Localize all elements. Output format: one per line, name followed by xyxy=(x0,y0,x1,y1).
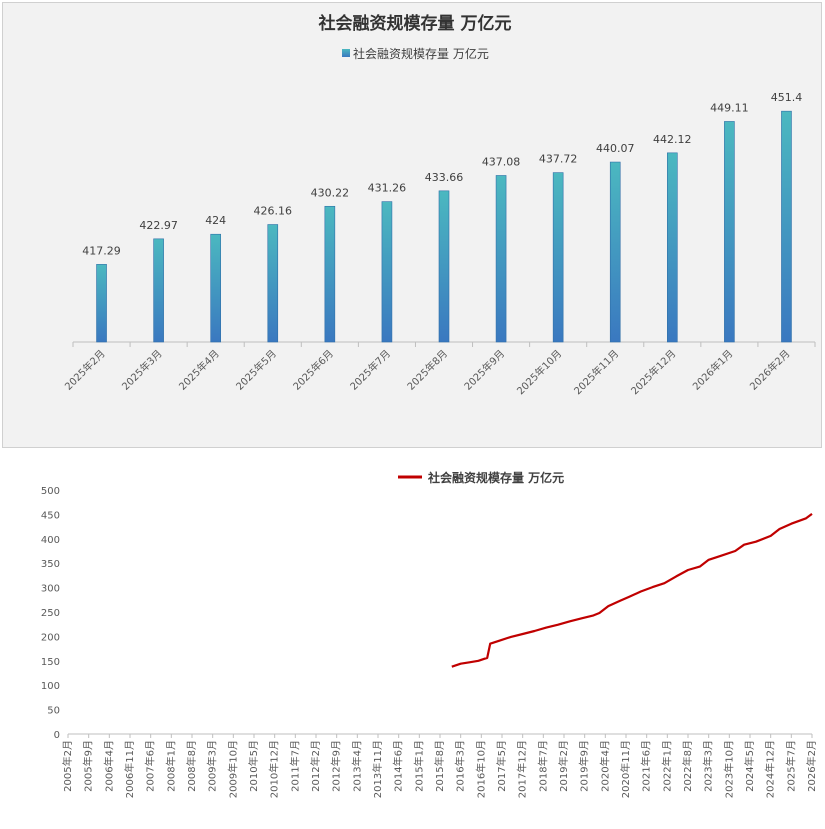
line-x-tick-label: 2012年2月 xyxy=(309,740,322,792)
line-x-tick-label: 2017年12月 xyxy=(516,740,529,798)
bar-category-label: 2025年12月 xyxy=(628,347,678,397)
line-x-tick-label: 2008年1月 xyxy=(164,740,177,792)
line-series-stock xyxy=(451,513,813,668)
line-x-tick-label: 2005年9月 xyxy=(82,740,95,792)
line-x-tick-label: 2023年10月 xyxy=(722,740,735,798)
bar-category-label: 2025年3月 xyxy=(119,347,165,393)
bar-category-label: 2026年2月 xyxy=(747,347,793,393)
line-y-tick-label: 500 xyxy=(41,486,60,497)
bar-value-label: 451.4 xyxy=(771,91,803,104)
line-x-tick-label: 2014年6月 xyxy=(392,740,405,792)
line-x-tick-label: 2016年10月 xyxy=(474,740,487,798)
bar-value-label: 417.29 xyxy=(82,244,121,257)
line-x-tick-label: 2006年4月 xyxy=(102,740,115,792)
bar-value-label: 437.08 xyxy=(482,155,521,168)
line-x-tick-label: 2020年11月 xyxy=(619,740,632,798)
bar-category-label: 2025年8月 xyxy=(404,347,450,393)
line-x-tick-label: 2016年3月 xyxy=(454,740,467,792)
line-x-tick-label: 2021年6月 xyxy=(640,740,653,792)
bar-value-label: 422.97 xyxy=(139,219,178,232)
line-x-tick-label: 2008年8月 xyxy=(185,740,198,792)
line-chart: 社会融资规模存量 万亿元 0 50 100 150 200 250 300 350 400 450… xyxy=(41,470,818,798)
bar-value-label: 433.66 xyxy=(425,171,464,184)
bar-value-label: 442.12 xyxy=(653,133,692,146)
bar-1 xyxy=(96,264,107,343)
line-x-tick-label: 2024年5月 xyxy=(743,740,756,792)
line-x-tick-label: 2022年8月 xyxy=(681,740,694,792)
line-x-tick-label: 2019年9月 xyxy=(578,740,591,792)
bar-13 xyxy=(781,110,792,343)
bar-chart-panel: 社会融资规模存量 万亿元 社会融资规模存量 万亿元 417.29 2025年2月 4… xyxy=(2,2,822,448)
bar-8 xyxy=(495,175,507,343)
line-x-tick-label: 2019年2月 xyxy=(557,740,570,792)
line-x-tick-label: 2017年5月 xyxy=(495,740,508,792)
bar-category-label: 2025年11月 xyxy=(571,347,621,397)
bar-category-label: 2025年6月 xyxy=(290,347,336,393)
line-x-tick-label: 2023年3月 xyxy=(702,740,715,792)
bar-value-label: 449.11 xyxy=(710,101,749,114)
line-x-tick-label: 2007年6月 xyxy=(144,740,157,792)
bar-legend-label: 社会融资规模存量 万亿元 xyxy=(353,46,489,61)
bar-category-label: 2025年5月 xyxy=(233,347,279,393)
line-y-tick-label: 50 xyxy=(47,706,60,717)
line-y-tick-label: 150 xyxy=(41,657,60,668)
line-chart-panel: 社会融资规模存量 万亿元 0 50 100 150 200 250 300 350 400 450… xyxy=(0,452,825,829)
bar-category-label: 2025年2月 xyxy=(62,347,108,393)
line-y-tick-label: 450 xyxy=(41,510,60,521)
bar-chart: 社会融资规模存量 万亿元 社会融资规模存量 万亿元 417.29 2025年2月 4… xyxy=(62,13,816,397)
line-x-tick-label: 2009年3月 xyxy=(206,740,219,792)
bar-10 xyxy=(609,161,621,343)
bar-chart-title: 社会融资规模存量 万亿元 xyxy=(318,13,512,34)
line-y-tick-label: 100 xyxy=(41,681,60,692)
line-x-tick-label: 2013年4月 xyxy=(350,740,363,792)
line-x-tick-label: 2015年8月 xyxy=(433,740,446,792)
bar-value-label: 431.26 xyxy=(368,182,407,195)
bar-value-label: 424 xyxy=(205,214,226,227)
line-legend-label: 社会融资规模存量 万亿元 xyxy=(427,470,564,485)
bar-value-label: 440.07 xyxy=(596,142,635,155)
line-y-tick-label: 250 xyxy=(41,608,60,619)
bar-value-label: 437.72 xyxy=(539,153,578,166)
bar-3 xyxy=(210,233,221,343)
bar-category-label: 2025年10月 xyxy=(514,347,564,397)
line-x-tick-label: 2005年2月 xyxy=(61,740,74,792)
line-x-tick-label: 2010年5月 xyxy=(247,740,260,792)
bar-category-label: 2026年1月 xyxy=(690,347,736,393)
bar-4 xyxy=(267,224,279,343)
line-x-tick-label: 2013年11月 xyxy=(371,740,384,798)
line-x-tick-label: 2020年4月 xyxy=(598,740,611,792)
bar-2 xyxy=(153,238,164,343)
line-x-tick-label: 2015年1月 xyxy=(412,740,425,792)
line-y-tick-label: 300 xyxy=(41,584,60,595)
bar-category-label: 2025年9月 xyxy=(461,347,507,393)
bar-9 xyxy=(552,172,564,343)
line-x-tick-label: 2022年1月 xyxy=(660,740,673,792)
line-x-tick-label: 2026年2月 xyxy=(805,740,818,792)
line-x-tick-label: 2011年7月 xyxy=(288,740,301,792)
bar-legend-swatch xyxy=(342,49,350,57)
line-y-tick-label: 350 xyxy=(41,559,60,570)
bar-category-label: 2025年4月 xyxy=(176,347,222,393)
line-y-tick-label: 0 xyxy=(54,730,60,741)
bar-5 xyxy=(324,205,336,343)
bar-12 xyxy=(724,121,735,343)
line-x-tick-label: 2025年7月 xyxy=(784,740,797,792)
bar-11 xyxy=(667,152,678,343)
line-y-tick-label: 400 xyxy=(41,535,60,546)
line-y-tick-label: 200 xyxy=(41,632,60,643)
bar-value-label: 430.22 xyxy=(311,186,350,199)
bar-7 xyxy=(438,190,450,343)
line-x-tick-label: 2018年7月 xyxy=(536,740,549,792)
bar-category-label: 2025年7月 xyxy=(347,347,393,393)
line-x-tick-label: 2010年12月 xyxy=(268,740,281,798)
line-x-tick-label: 2009年10月 xyxy=(226,740,239,798)
line-x-tick-label: 2024年12月 xyxy=(764,740,777,798)
line-x-tick-label: 2006年11月 xyxy=(123,740,136,798)
bar-value-label: 426.16 xyxy=(254,205,293,218)
bar-6 xyxy=(381,201,393,343)
line-x-tick-label: 2012年9月 xyxy=(330,740,343,792)
